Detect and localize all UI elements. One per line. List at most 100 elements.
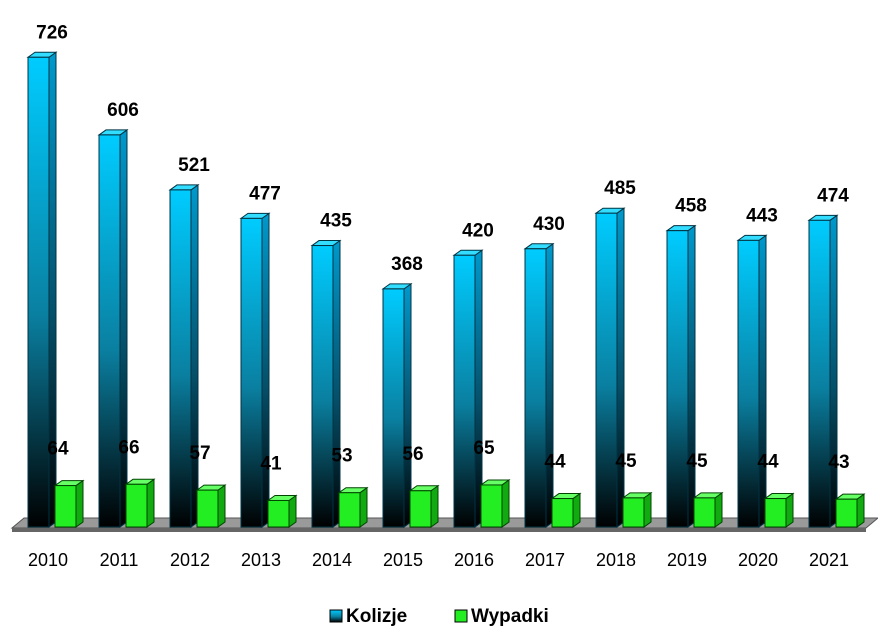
bar-front: [169, 189, 192, 528]
bar-side: [261, 212, 270, 528]
value-label: 474: [817, 185, 849, 206]
value-label: 458: [675, 196, 707, 217]
bar-side: [430, 484, 439, 528]
bar-side: [714, 491, 723, 528]
value-label: 443: [746, 205, 778, 226]
bar: [763, 492, 795, 528]
bar-front: [98, 134, 121, 528]
bar: [337, 486, 369, 528]
bar-front: [551, 498, 574, 528]
bar: [195, 484, 227, 528]
value-label: 435: [320, 211, 352, 232]
bar: [266, 494, 298, 528]
bar-front: [835, 498, 858, 528]
bar-front: [27, 56, 50, 528]
bar-side: [190, 183, 199, 528]
bar-front: [666, 230, 689, 528]
bar-side: [75, 479, 84, 528]
bar-front: [524, 248, 547, 528]
bar-front: [267, 499, 290, 528]
x-tick-label: 2021: [809, 550, 849, 570]
bar: [479, 478, 511, 528]
bar-side: [332, 239, 341, 528]
bar-front: [595, 212, 618, 528]
bar-front: [480, 484, 503, 528]
bar: [124, 478, 156, 528]
bar-side: [758, 234, 767, 528]
legend-label: Wypadki: [471, 606, 549, 627]
bar-side: [616, 207, 625, 528]
bar-side: [687, 224, 696, 528]
x-tick-label: 2017: [525, 550, 565, 570]
bar-front: [764, 498, 787, 528]
bar-side: [829, 214, 838, 528]
x-tick-label: 2011: [100, 550, 139, 570]
bar: [310, 239, 342, 528]
bar: [523, 242, 555, 528]
bar: [97, 128, 129, 528]
bar-side: [572, 492, 581, 528]
value-label: 57: [189, 443, 210, 464]
bar-front: [311, 245, 334, 528]
bar: [692, 491, 724, 528]
bar-side: [146, 478, 155, 528]
value-label: 430: [533, 214, 565, 235]
x-tick-label: 2018: [596, 550, 636, 570]
bar-front: [54, 485, 77, 528]
bar-front: [453, 254, 476, 528]
value-label: 420: [462, 220, 494, 241]
value-label: 65: [473, 438, 495, 459]
x-tick-label: 2013: [241, 550, 281, 570]
value-label: 45: [615, 451, 637, 472]
bar: [381, 282, 413, 528]
value-label: 66: [118, 437, 139, 458]
value-label: 45: [686, 451, 708, 472]
bar-front: [240, 217, 263, 528]
x-tick-label: 2020: [738, 550, 778, 570]
value-label: 41: [260, 453, 282, 474]
bar-front: [338, 492, 361, 528]
bar-side: [785, 492, 794, 528]
bar-side: [359, 486, 368, 528]
bar: [239, 212, 271, 528]
legend-swatch: [329, 609, 343, 623]
value-label: 43: [828, 452, 849, 473]
bar-side: [643, 491, 652, 528]
bar: [665, 224, 697, 528]
bar: [452, 249, 484, 528]
value-label: 56: [402, 444, 423, 465]
bar: [736, 234, 768, 528]
bar-front: [382, 288, 405, 528]
value-label: 485: [604, 178, 636, 199]
value-label: 477: [249, 183, 281, 204]
value-label: 521: [178, 155, 210, 176]
x-tick-label: 2014: [312, 550, 352, 570]
x-tick-label: 2012: [170, 550, 210, 570]
bar-side: [545, 242, 554, 528]
bar-front: [409, 490, 432, 528]
value-label: 606: [107, 100, 139, 121]
bar: [408, 484, 440, 528]
bar: [26, 51, 58, 528]
bar-side: [856, 493, 865, 528]
bar-front: [196, 489, 219, 528]
bar: [807, 214, 839, 528]
bar: [834, 493, 866, 528]
bar-front: [808, 219, 831, 528]
legend-label: Kolizje: [346, 606, 407, 627]
x-tick-label: 2010: [28, 550, 68, 570]
legend-swatch: [454, 609, 468, 623]
bar-side: [119, 128, 128, 528]
value-label: 368: [391, 254, 423, 275]
x-tick-label: 2015: [383, 550, 423, 570]
bar: [621, 491, 653, 528]
x-tick-label: 2019: [667, 550, 707, 570]
bar-front: [622, 497, 645, 528]
value-label: 726: [36, 22, 68, 43]
bar-side: [217, 484, 226, 528]
bar: [168, 183, 200, 528]
bar: [53, 479, 85, 528]
floor-edge: [12, 528, 866, 532]
bar-side: [501, 478, 510, 528]
